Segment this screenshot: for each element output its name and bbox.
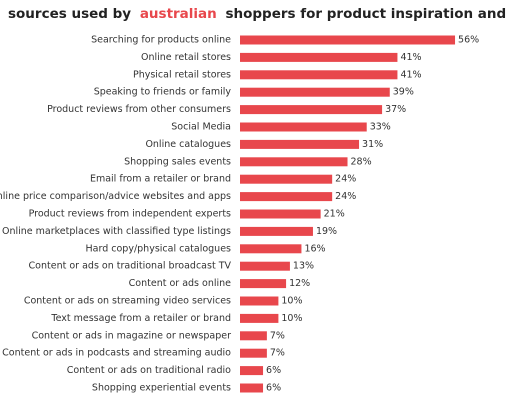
- category-label: Content or ads in magazine or newspaper: [32, 330, 232, 341]
- value-label: 41%: [400, 69, 421, 80]
- value-label: 6%: [266, 383, 281, 394]
- bar: [240, 105, 383, 115]
- value-label: 33%: [370, 122, 391, 133]
- category-label: Content or ads on traditional radio: [67, 365, 231, 376]
- value-label: 16%: [304, 243, 325, 254]
- bar: [240, 139, 360, 149]
- category-label: Shopping experiential events: [92, 383, 231, 394]
- bar: [240, 366, 264, 376]
- category-label: Content or ads online: [129, 278, 231, 289]
- value-label: 10%: [281, 296, 302, 307]
- bar: [240, 209, 321, 219]
- value-label: 7%: [270, 330, 285, 341]
- bar: [240, 313, 279, 323]
- category-label: Online marketplaces with classified type…: [2, 226, 231, 237]
- bar: [240, 35, 456, 45]
- value-label: 28%: [351, 156, 372, 167]
- value-label: 56%: [458, 35, 479, 46]
- value-label: 24%: [335, 191, 356, 202]
- bar: [240, 261, 290, 271]
- category-label: Content or ads on streaming video servic…: [24, 296, 231, 307]
- category-label: Product reviews from independent experts: [29, 209, 231, 220]
- category-label: Product reviews from other consumers: [47, 104, 231, 115]
- bar: [240, 348, 267, 358]
- category-label: Online retail stores: [141, 52, 231, 63]
- category-label: Speaking to friends or family: [94, 87, 232, 98]
- bar: [240, 157, 348, 167]
- bar: [240, 122, 367, 132]
- value-label: 37%: [385, 104, 406, 115]
- value-label: 13%: [293, 261, 314, 272]
- bar: [240, 192, 333, 202]
- value-label: 31%: [362, 139, 383, 150]
- bar: [240, 383, 264, 393]
- category-label: Hard copy/physical catalogues: [86, 243, 232, 254]
- bar: [240, 70, 398, 80]
- category-label: Shopping sales events: [124, 156, 231, 167]
- chart-title: sources used by australian shoppers for …: [8, 6, 510, 22]
- bar: [240, 174, 333, 184]
- value-label: 7%: [270, 348, 285, 359]
- category-label: Online catalogues: [145, 139, 231, 150]
- value-label: 6%: [266, 365, 281, 376]
- category-label: Social Media: [171, 122, 231, 133]
- value-label: 24%: [335, 174, 356, 185]
- bar: [240, 52, 398, 62]
- bar: [240, 296, 279, 306]
- bar: [240, 226, 313, 236]
- category-label: Physical retail stores: [133, 69, 231, 80]
- bar: [240, 87, 390, 97]
- category-label: Online price comparison/advice websites …: [0, 191, 231, 202]
- category-label: Text message from a retailer or brand: [50, 313, 231, 324]
- value-label: 39%: [393, 87, 414, 98]
- value-label: 19%: [316, 226, 337, 237]
- category-label: Email from a retailer or brand: [90, 174, 231, 185]
- bar: [240, 331, 267, 341]
- value-label: 41%: [400, 52, 421, 63]
- bar: [240, 279, 287, 289]
- bar: [240, 244, 302, 254]
- value-label: 21%: [324, 209, 345, 220]
- category-label: Searching for products online: [91, 35, 231, 46]
- title-part: sources used by: [8, 6, 131, 22]
- category-label: Content or ads on traditional broadcast …: [29, 261, 232, 272]
- value-label: 10%: [281, 313, 302, 324]
- title-part: shoppers for product inspiration and dis…: [225, 6, 510, 22]
- category-label: Content or ads in podcasts and streaming…: [2, 348, 231, 359]
- title-highlight: australian: [140, 6, 217, 22]
- value-label: 12%: [289, 278, 310, 289]
